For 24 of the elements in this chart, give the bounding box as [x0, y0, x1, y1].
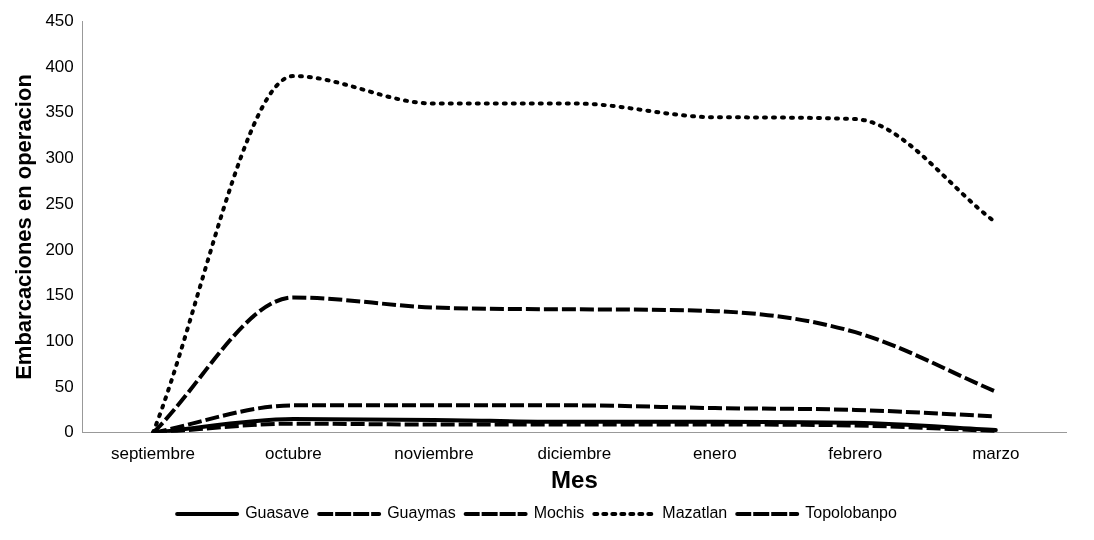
y-tick-label: 350 — [45, 102, 74, 122]
y-tick-label: 300 — [45, 148, 74, 168]
y-axis-title: Embarcaciones en operacion — [11, 74, 37, 380]
y-tick-label: 150 — [45, 285, 74, 305]
legend-label: Guasave — [245, 504, 310, 522]
legend-label: Guaymas — [387, 504, 456, 522]
y-tick-label: 450 — [45, 10, 74, 30]
x-tick-label: noviembre — [394, 443, 474, 463]
y-tick-label: 100 — [45, 331, 74, 351]
legend-label: Mochis — [533, 504, 585, 522]
x-tick-label: diciembre — [537, 443, 612, 463]
x-axis-title: Mes — [551, 466, 598, 494]
x-tick-label: septiembre — [110, 443, 196, 463]
x-tick-label: enero — [693, 443, 737, 463]
legend-label: Mazatlan — [662, 504, 728, 522]
x-tick-label: febrero — [828, 443, 883, 463]
y-tick-label: 250 — [45, 193, 74, 213]
y-tick-label: 400 — [45, 56, 74, 76]
x-tick-label: marzo — [972, 443, 1020, 463]
y-tick-label: 200 — [45, 239, 74, 259]
x-tick-label: octubre — [265, 443, 322, 463]
legend-label: Topolobanpo — [805, 504, 897, 522]
y-tick-label: 0 — [64, 422, 74, 442]
y-tick-label: 50 — [54, 376, 74, 396]
